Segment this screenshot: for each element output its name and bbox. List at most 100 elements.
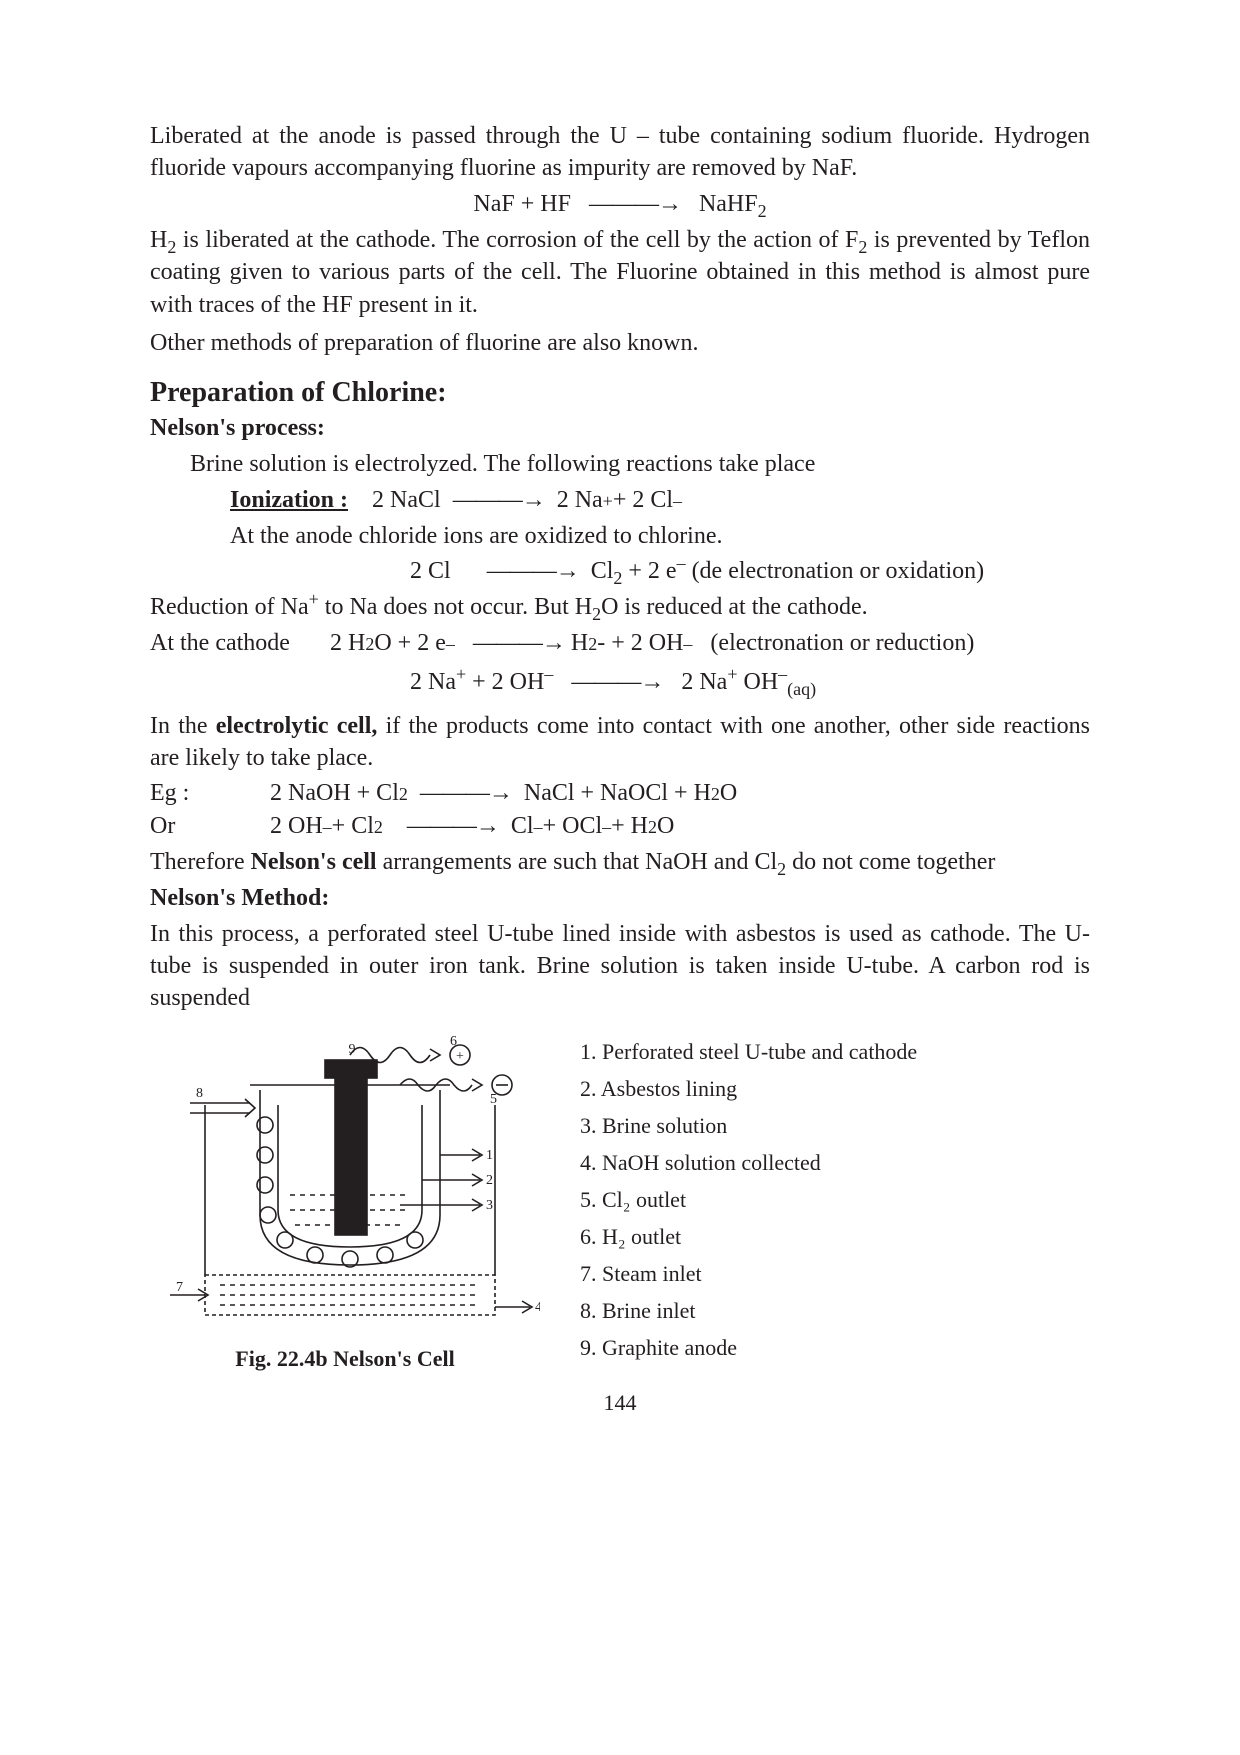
- paragraph: H2 is liberated at the cathode. The corr…: [150, 224, 1090, 321]
- text: + OCl: [543, 813, 603, 840]
- superscript: +: [309, 589, 319, 609]
- label: At the cathode: [150, 630, 330, 657]
- text: do not come together: [786, 849, 995, 875]
- text: to Na does not occur. But H: [319, 594, 592, 620]
- section-heading: Preparation of Chlorine:: [150, 377, 1090, 409]
- svg-text:3: 3: [486, 1198, 493, 1213]
- label: Ionization :: [230, 487, 348, 514]
- eq-lhs: 2 NaOH + Cl: [270, 780, 399, 807]
- subscript: 2: [758, 201, 767, 221]
- eq-note: (de electronation or oxidation): [686, 558, 985, 584]
- subscript: 2: [858, 237, 867, 257]
- text: + Cl: [332, 813, 374, 840]
- paragraph: Brine solution is electrolyzed. The foll…: [150, 448, 1090, 480]
- eq-lhs: 2 OH: [270, 813, 323, 840]
- eq-lhs: 2 NaCl: [372, 487, 441, 514]
- eq-rhs: 2 Na: [681, 669, 727, 695]
- subscript: 2: [167, 237, 176, 257]
- superscript: –: [778, 664, 787, 684]
- svg-text:8: 8: [196, 1086, 203, 1101]
- sub-heading: Nelson's Method:: [150, 885, 1090, 912]
- figure-row: +: [150, 1025, 1090, 1372]
- text: is liberated at the cathode. The corrosi…: [176, 227, 858, 253]
- reaction-arrow: ———→: [407, 813, 499, 840]
- text: H: [150, 227, 167, 253]
- equation: Or 2 OH– + Cl2 ———→ Cl– + OCl– + H2O: [150, 813, 1090, 840]
- text: O is reduced at the cathode.: [601, 594, 868, 620]
- eq-lhs: 2 H: [330, 630, 365, 657]
- subscript: (aq): [787, 678, 816, 698]
- reaction-arrow: ———→: [473, 630, 565, 657]
- svg-text:2: 2: [486, 1173, 493, 1188]
- eq-rhs: 2 Na: [557, 487, 603, 514]
- eq-rhs: Cl: [591, 558, 614, 584]
- paragraph: Liberated at the anode is passed through…: [150, 120, 1090, 185]
- superscript: –: [677, 553, 686, 573]
- reaction-arrow: ———→: [420, 780, 512, 807]
- superscript: +: [727, 664, 737, 684]
- equation: NaF + HF ———→ NaHF2: [150, 191, 1090, 218]
- eq-rhs: H: [571, 630, 588, 657]
- svg-text:6: 6: [450, 1034, 457, 1049]
- text: O: [657, 813, 674, 840]
- svg-text:9: 9: [349, 1042, 356, 1057]
- subscript: 2: [592, 604, 601, 624]
- text: Reduction of Na: [150, 594, 309, 620]
- bold-text: Nelson's cell: [251, 849, 377, 875]
- equation: At the cathode 2 H2O + 2 e– ———→ H2 - + …: [150, 630, 1090, 657]
- legend-item: 7. Steam inlet: [580, 1257, 917, 1290]
- legend-item: 5. Cl₂ outlet: [580, 1183, 917, 1216]
- eq-lhs: NaF + HF: [473, 191, 571, 217]
- legend-item: 6. H₂ outlet: [580, 1220, 917, 1253]
- sub-heading: Nelson's process:: [150, 415, 1090, 442]
- svg-text:1: 1: [486, 1148, 493, 1163]
- svg-text:7: 7: [176, 1280, 183, 1295]
- reaction-arrow: ———→: [453, 487, 545, 514]
- text: + 2 OH: [466, 669, 544, 695]
- svg-text:+: +: [456, 1049, 464, 1064]
- text: In the: [150, 713, 216, 739]
- text: arrangements are such that NaOH and Cl: [377, 849, 778, 875]
- paragraph: At the anode chloride ions are oxidized …: [150, 520, 1090, 552]
- paragraph: Therefore Nelson's cell arrangements are…: [150, 846, 1090, 878]
- label: Or: [150, 813, 270, 840]
- text: + 2 e: [622, 558, 676, 584]
- reaction-arrow: ———→: [571, 669, 663, 696]
- equation: Ionization : 2 NaCl ———→ 2 Na++ 2 Cl–: [150, 487, 1090, 514]
- equation: Eg : 2 NaOH + Cl2 ———→ NaCl + NaOCl + H2…: [150, 780, 1090, 807]
- superscript: +: [456, 664, 466, 684]
- figure-caption: Fig. 22.4b Nelson's Cell: [150, 1346, 540, 1372]
- subscript: 2: [777, 859, 786, 879]
- figure: +: [150, 1025, 540, 1372]
- superscript: –: [544, 664, 553, 684]
- equation: 2 Na+ + 2 OH– ———→ 2 Na+ OH–(aq): [150, 669, 1090, 696]
- bold-text: electrolytic cell,: [216, 713, 378, 739]
- page-number: 144: [150, 1390, 1090, 1416]
- legend-item: 3. Brine solution: [580, 1109, 917, 1142]
- text: Therefore: [150, 849, 251, 875]
- paragraph: In the electrolytic cell, if the product…: [150, 710, 1090, 775]
- eq-rhs: NaHF: [699, 191, 758, 217]
- eq-lhs: 2 Na: [410, 669, 456, 695]
- reaction-arrow: ———→: [589, 191, 681, 218]
- legend-item: 1. Perforated steel U-tube and cathode: [580, 1035, 917, 1068]
- nelson-cell-diagram: +: [150, 1025, 540, 1335]
- legend-item: 9. Graphite anode: [580, 1331, 917, 1364]
- paragraph: Other methods of preparation of fluorine…: [150, 327, 1090, 359]
- text: O: [720, 780, 737, 807]
- paragraph: In this process, a perforated steel U-tu…: [150, 918, 1090, 1015]
- text: + H: [611, 813, 648, 840]
- reaction-arrow: ———→: [487, 558, 579, 585]
- eq-rhs: NaCl + NaOCl + H: [524, 780, 711, 807]
- text: - + 2 OH: [597, 630, 683, 657]
- equation: 2 Cl ———→ Cl2 + 2 e– (de electronation o…: [150, 558, 1090, 585]
- svg-text:5: 5: [490, 1092, 497, 1107]
- eq-rhs: Cl: [511, 813, 534, 840]
- legend-item: 2. Asbestos lining: [580, 1072, 917, 1105]
- legend-item: 8. Brine inlet: [580, 1294, 917, 1327]
- text: OH: [737, 669, 778, 695]
- legend-item: 4. NaOH solution collected: [580, 1146, 917, 1179]
- text: O + 2 e: [374, 630, 446, 657]
- paragraph: Reduction of Na+ to Na does not occur. B…: [150, 591, 1090, 623]
- eq-note: (electronation or reduction): [710, 630, 974, 657]
